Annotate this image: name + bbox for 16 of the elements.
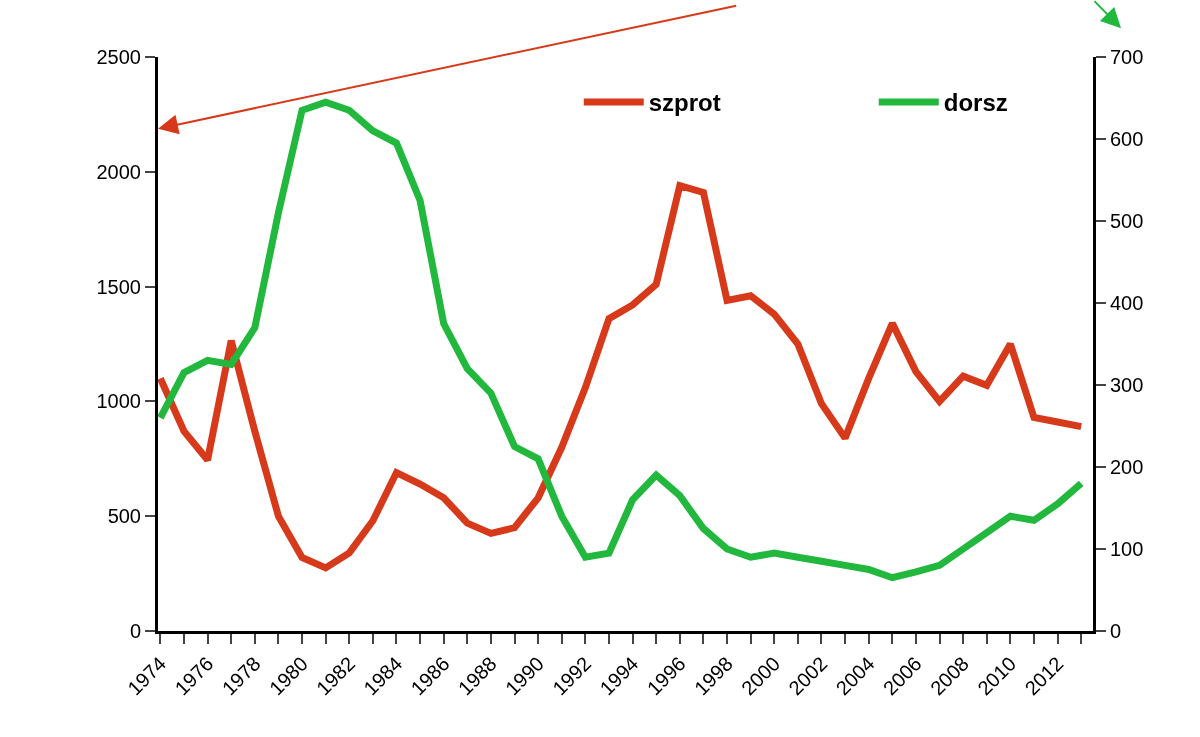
- y-tick-label: 1500: [96, 275, 141, 298]
- y2-tick-label: 400: [1110, 292, 1144, 314]
- y-tick-label: 0: [129, 620, 141, 642]
- y2-tick-label: 100: [1110, 538, 1144, 560]
- y2-tick-label: 500: [1110, 210, 1144, 232]
- y2-tick-label: 200: [1110, 456, 1144, 478]
- y-tick-label: 2000: [96, 160, 141, 183]
- y2-tick-label: 0: [1110, 620, 1122, 642]
- y2-tick-label: 700: [1110, 46, 1144, 68]
- legend-label: szprot: [648, 89, 721, 117]
- y-tick-label: 500: [107, 505, 141, 528]
- y2-tick-label: 300: [1110, 374, 1144, 396]
- y-tick-label: 1000: [96, 390, 141, 413]
- y2-tick-label: 600: [1110, 128, 1144, 150]
- y-tick-label: 2500: [96, 46, 141, 68]
- legend-label: dorsz: [943, 89, 1008, 117]
